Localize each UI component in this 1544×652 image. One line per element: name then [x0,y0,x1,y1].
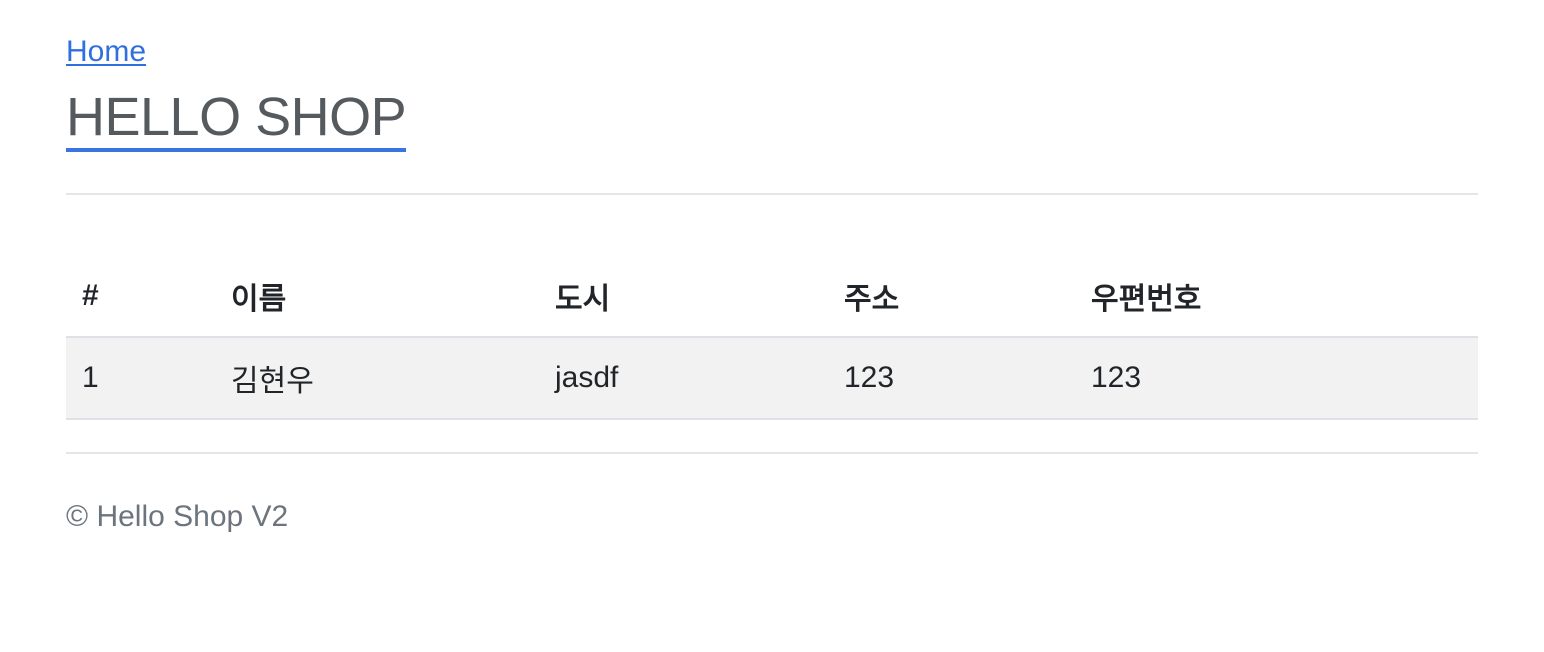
orders-table: # 이름 도시 주소 우편번호 1 김현우 jasdf 123 123 [66,256,1478,420]
cell-zipcode: 123 [1075,337,1478,420]
table-head: # 이름 도시 주소 우편번호 [66,256,1478,338]
brand-title-link[interactable]: HELLO SHOP [66,86,407,152]
cell-number: 1 [66,337,215,420]
table-header-row: # 이름 도시 주소 우편번호 [66,256,1478,338]
cell-city: jasdf [539,337,828,420]
column-header-city: 도시 [539,256,828,338]
table-body: 1 김현우 jasdf 123 123 [66,337,1478,420]
cell-name: 김현우 [215,337,539,420]
footer-divider [66,452,1478,454]
column-header-zipcode: 우편번호 [1075,256,1478,338]
footer-copyright: © Hello Shop V2 [66,500,289,533]
header-divider [66,193,1478,195]
home-link[interactable]: Home [66,35,147,68]
table-wrapper: # 이름 도시 주소 우편번호 1 김현우 jasdf 123 123 [66,256,1478,420]
column-header-name: 이름 [215,256,539,338]
column-header-number: # [66,256,215,338]
column-header-address: 주소 [828,256,1075,338]
table-row: 1 김현우 jasdf 123 123 [66,337,1478,420]
cell-address: 123 [828,337,1075,420]
